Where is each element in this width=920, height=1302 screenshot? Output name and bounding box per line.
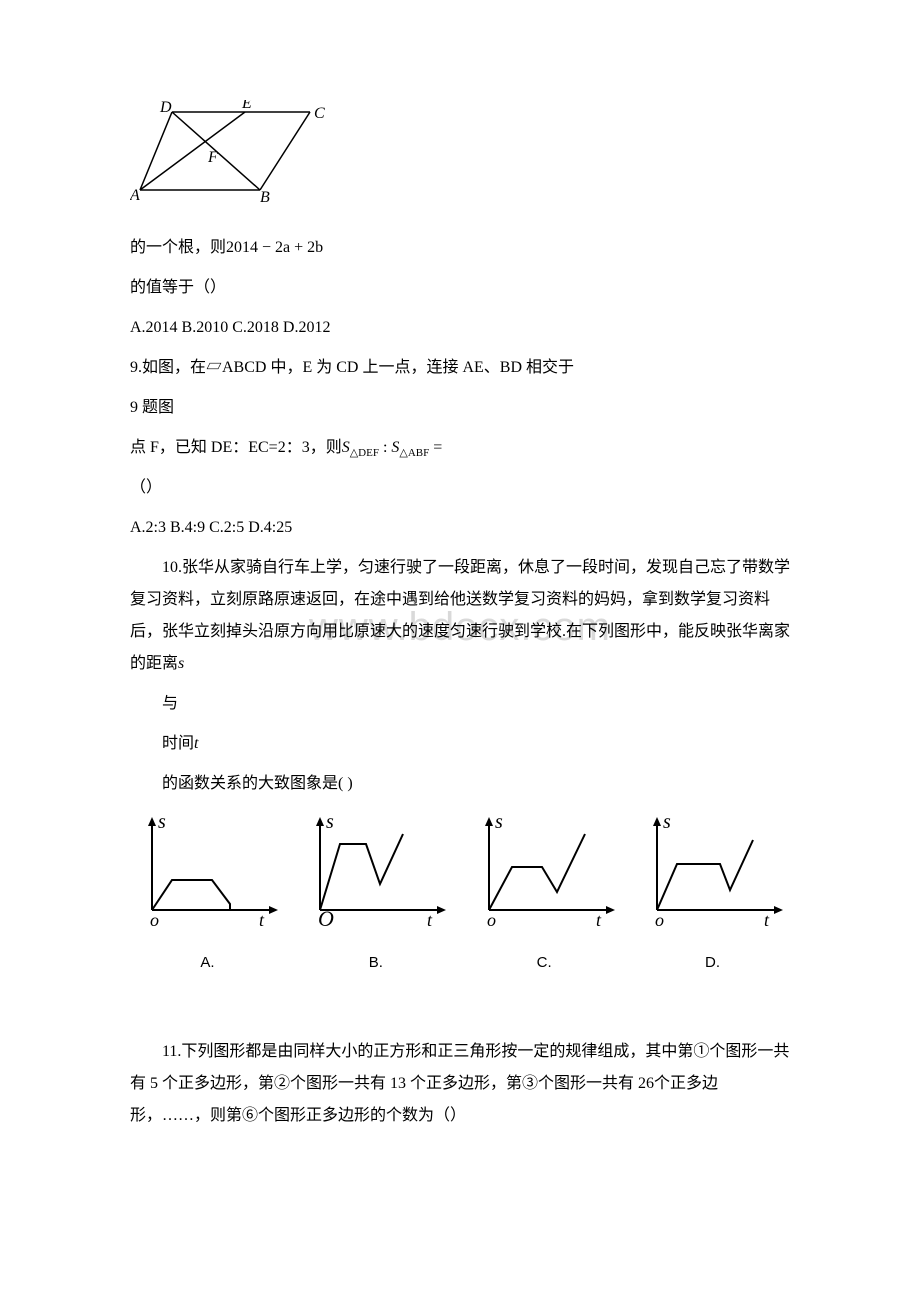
q8-text-a: 的一个根，则 — [130, 239, 226, 256]
q10-yu: 与 — [130, 688, 790, 720]
chart-option: s o t A. — [130, 812, 285, 978]
svg-text:F: F — [207, 149, 218, 166]
svg-text:E: E — [241, 100, 252, 112]
q10-stem: 10.张华从家骑自行车上学，匀速行驶了一段距离，休息了一段时间，发现自己忘了带数… — [130, 552, 790, 680]
svg-text:s: s — [663, 812, 671, 833]
q11-stem: 11.下列图形都是由同样大小的正方形和正三角形按一定的规律组成，其中第①个图形一… — [130, 1036, 790, 1132]
chart-option: s Ot B. — [298, 812, 453, 978]
q8-tail-line2: 的值等于（） — [130, 272, 790, 304]
svg-text:t: t — [259, 910, 265, 930]
q8-tail-line1: 的一个根，则2014 − 2a + 2b — [130, 232, 790, 264]
svg-text:o: o — [655, 910, 664, 930]
svg-text:C: C — [314, 105, 325, 122]
chart-option-label: C. — [467, 948, 622, 978]
q9-options: A.2:3 B.4:9 C.2:5 D.4:25 — [130, 512, 790, 544]
svg-text:o: o — [150, 910, 159, 930]
chart-option: s o t C. — [467, 812, 622, 978]
svg-text:D: D — [159, 100, 172, 116]
q10-s: s — [178, 655, 184, 672]
q9-line2: 点 F，已知 DE：EC=2：3，则S△DEF : S△ABF = — [130, 432, 790, 464]
svg-text:s: s — [495, 812, 503, 833]
svg-text:B: B — [260, 189, 270, 206]
svg-text:o: o — [487, 910, 496, 930]
chart-option-label: A. — [130, 948, 285, 978]
q8-options: A.2014 B.2010 C.2018 D.2012 — [130, 312, 790, 344]
q10-time: 时间t — [130, 728, 790, 760]
q9-ratio-sep: : — [379, 439, 391, 456]
q9-figure: A B C D E F — [130, 100, 790, 222]
svg-text:O: O — [318, 906, 334, 931]
svg-text:t: t — [764, 910, 770, 930]
q9-ratio-a: S — [342, 439, 350, 456]
svg-text:s: s — [158, 812, 166, 833]
chart-option-label: B. — [298, 948, 453, 978]
svg-text:t: t — [596, 910, 602, 930]
q9-stem: 9.如图，在▱ABCD 中，E 为 CD 上一点，连接 AE、BD 相交于 — [130, 352, 790, 384]
spacer — [130, 986, 790, 1036]
chart-option: s o t D. — [635, 812, 790, 978]
svg-text:t: t — [427, 910, 433, 930]
svg-text:s: s — [326, 812, 334, 833]
q10-time-a: 时间 — [162, 735, 194, 752]
chart-option-label: D. — [635, 948, 790, 978]
page-content: ABCDEF 的一个根，则2014 − 2a + 2b 的值等于（） A.201… — [130, 100, 790, 1132]
q10-charts-row: s o t A. s Ot B. s o t C. s o t D. — [130, 812, 790, 978]
q9-paren: （） — [130, 472, 790, 504]
q8-expr: 2014 − 2a + 2b — [226, 239, 323, 256]
q9-ratio-b-sub: △ABF — [399, 447, 429, 459]
q10-stem-text: 10.张华从家骑自行车上学，匀速行驶了一段距离，休息了一段时间，发现自己忘了带数… — [130, 559, 790, 672]
q10-t: t — [194, 735, 198, 752]
q9-ratio-a-sub: △DEF — [350, 447, 379, 459]
q10-fn: 的函数关系的大致图象是( ) — [130, 768, 790, 800]
q9-line2-a: 点 F，已知 DE：EC=2：3，则 — [130, 439, 342, 456]
q9-ratio-eq: = — [429, 439, 442, 456]
svg-text:A: A — [130, 187, 140, 204]
q9-figlabel: 9 题图 — [130, 392, 790, 424]
parallelogram-diagram: A B C D E F — [130, 100, 330, 210]
